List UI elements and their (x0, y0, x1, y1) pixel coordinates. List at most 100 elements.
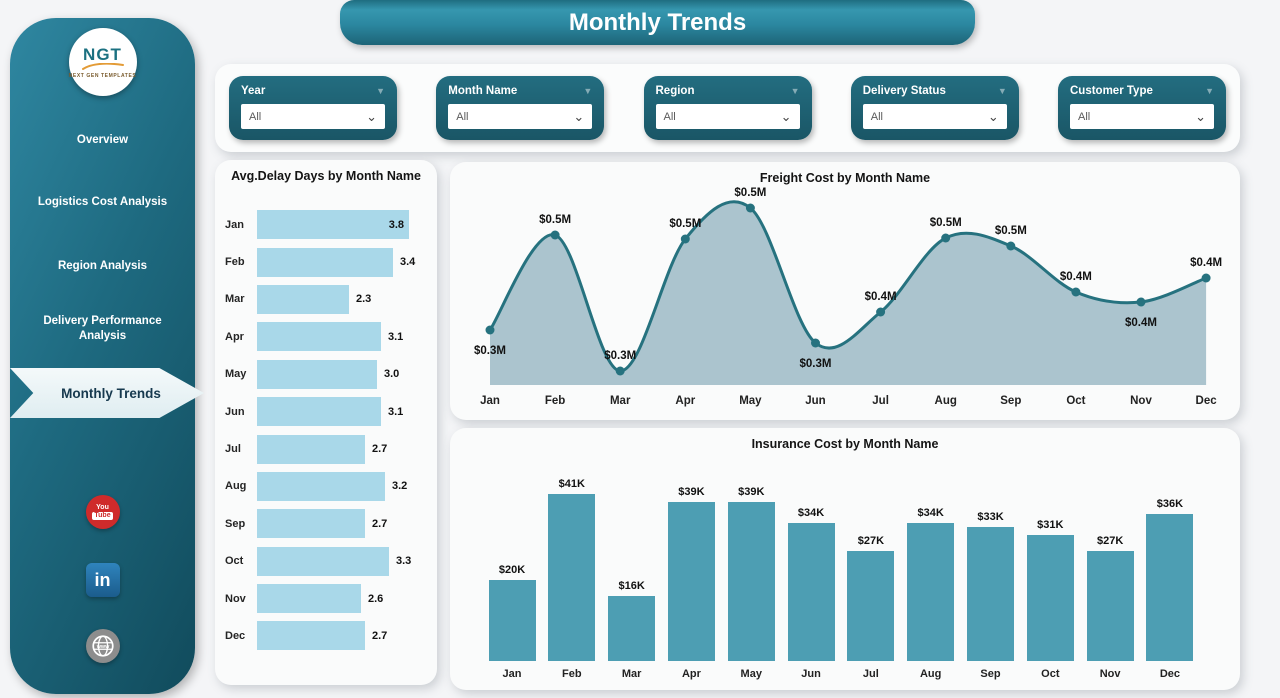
insurance-bar[interactable] (1026, 534, 1074, 661)
website-globe-icon[interactable]: www (85, 629, 120, 663)
filter-customer-type-dropdown[interactable]: All ⌄ (1070, 104, 1214, 129)
filter-selected-value: All (663, 110, 676, 123)
delay-bar[interactable] (257, 322, 381, 352)
data-point-nov[interactable] (1136, 297, 1146, 307)
filter-label: Region (655, 85, 695, 97)
value-label: $20K (498, 563, 526, 576)
value-label: 2.7 (372, 443, 388, 456)
page-title: Monthly Trends (568, 8, 747, 36)
delay-row-nov: Nov 2.6 (225, 580, 431, 617)
sidebar-item-delivery-performance-analysis[interactable]: Delivery Performance Analysis (43, 315, 162, 342)
chevron-down-icon[interactable]: ▼ (790, 86, 800, 96)
sidebar-item-monthly-trends[interactable]: Monthly Trends (10, 368, 204, 418)
delay-bar[interactable] (257, 621, 365, 651)
filter-delivery-status-dropdown[interactable]: All ⌄ (862, 104, 1007, 129)
avg-delay-days-bars: Jan 3.8 Feb 3.4 Mar 2.3 Apr 3.1 May 3.0 Jun 3.1 Jul 2… (225, 206, 431, 655)
data-point-apr[interactable] (680, 234, 690, 244)
delay-row-mar: Mar 2.3 (225, 281, 431, 318)
logo: NGT NEXT GEN TEMPLATES (68, 28, 137, 96)
chevron-down-icon[interactable]: ⌄ (366, 108, 377, 124)
category-label: Dec (225, 629, 246, 642)
delay-row-dec: Dec 2.7 (225, 617, 431, 654)
filter-selected-value: All (249, 110, 262, 123)
sidebar-item-logistics-cost-analysis[interactable]: Logistics Cost Analysis (37, 196, 168, 208)
chevron-down-icon[interactable]: ▼ (376, 86, 385, 96)
value-label: $39K (678, 486, 705, 499)
logo-subtext: NEXT GEN TEMPLATES (68, 72, 137, 79)
delay-row-jun: Jun 3.1 (225, 393, 431, 430)
insurance-bar[interactable] (907, 522, 955, 661)
insurance-bar[interactable] (787, 522, 835, 661)
chevron-down-icon[interactable]: ▼ (1205, 86, 1214, 96)
filter-customer-type[interactable]: Customer Type ▼ All ⌄ (1058, 76, 1226, 140)
delay-bar[interactable] (257, 397, 381, 427)
delay-bar[interactable] (257, 584, 361, 614)
value-label: $41K (558, 478, 585, 490)
filter-region[interactable]: Region ▼ All ⌄ (643, 76, 812, 140)
chevron-down-icon[interactable]: ⌄ (987, 108, 999, 124)
filter-delivery-status[interactable]: Delivery Status ▼ All ⌄ (850, 76, 1019, 140)
filter-month-name[interactable]: Month Name ▼ All ⌄ (436, 76, 605, 140)
delay-bar[interactable] (257, 434, 365, 464)
delay-row-feb: Feb 3.4 (225, 243, 431, 280)
insurance-bar[interactable] (548, 494, 596, 661)
insurance-bar[interactable] (667, 502, 715, 661)
data-point-aug[interactable] (941, 233, 951, 243)
value-label: $33K (977, 510, 1004, 523)
chevron-down-icon[interactable]: ▼ (997, 86, 1007, 96)
filter-region-dropdown[interactable]: All ⌄ (655, 104, 800, 129)
filter-month-name-dropdown[interactable]: All ⌄ (448, 104, 593, 129)
value-label: $0.3M (800, 358, 832, 370)
value-label: $0.5M (539, 214, 571, 226)
delay-bar[interactable] (257, 546, 389, 576)
delay-row-apr: Apr 3.1 (225, 318, 431, 355)
insurance-bar[interactable] (727, 502, 775, 661)
data-point-jul[interactable] (876, 307, 886, 317)
delay-bar[interactable] (257, 359, 377, 389)
data-point-mar[interactable] (615, 366, 625, 376)
sidebar-item-overview[interactable]: Overview (76, 134, 129, 146)
sidebar-item-region-analysis[interactable]: Region Analysis (57, 260, 148, 272)
delay-bar[interactable] (257, 471, 385, 501)
data-point-oct[interactable] (1071, 287, 1081, 297)
linkedin-icon[interactable]: in (85, 563, 120, 597)
category-label: Sep (980, 668, 1001, 680)
delay-bar[interactable] (257, 509, 365, 539)
data-point-jun[interactable] (811, 338, 820, 348)
chevron-down-icon[interactable]: ▼ (583, 86, 593, 96)
chevron-down-icon[interactable]: ⌄ (1195, 108, 1206, 124)
insurance-bar[interactable] (1146, 514, 1194, 661)
data-point-dec[interactable] (1201, 273, 1211, 283)
chevron-down-icon[interactable]: ⌄ (573, 108, 585, 124)
category-label: Nov (1099, 668, 1121, 680)
filter-label: Delivery Status (862, 85, 946, 97)
delay-bar[interactable] (257, 284, 349, 314)
filter-year[interactable]: Year ▼ All ⌄ (229, 76, 397, 140)
category-label: Jan (502, 668, 522, 680)
insurance-col-jan: $20K Jan (484, 564, 540, 682)
filter-year-dropdown[interactable]: All ⌄ (241, 104, 385, 129)
value-label: 3.1 (388, 405, 404, 418)
insurance-bar[interactable] (1086, 551, 1134, 661)
insurance-bar[interactable] (488, 579, 536, 661)
value-label: 3.8 (388, 218, 404, 231)
data-point-jan[interactable] (485, 325, 495, 335)
data-point-may[interactable] (745, 203, 755, 213)
value-label: $0.4M (865, 291, 897, 303)
insurance-bar[interactable] (608, 595, 656, 661)
data-point-sep[interactable] (1006, 241, 1016, 251)
category-label: Dec (1196, 395, 1218, 407)
insurance-bar[interactable] (847, 551, 895, 661)
insurance-col-jul: $27K Jul (843, 535, 899, 682)
data-point-feb[interactable] (550, 230, 560, 240)
insurance-bar[interactable] (967, 526, 1014, 661)
delay-bar[interactable]: 3.8 (257, 210, 409, 240)
chevron-down-icon[interactable]: ⌄ (780, 108, 792, 124)
filter-label: Year (241, 85, 266, 97)
delay-bar[interactable] (257, 247, 393, 277)
category-label: Sep (225, 517, 246, 530)
youtube-icon[interactable]: You Tube (85, 495, 120, 529)
value-label: $0.4M (1190, 257, 1222, 269)
category-label: Oct (225, 555, 244, 568)
